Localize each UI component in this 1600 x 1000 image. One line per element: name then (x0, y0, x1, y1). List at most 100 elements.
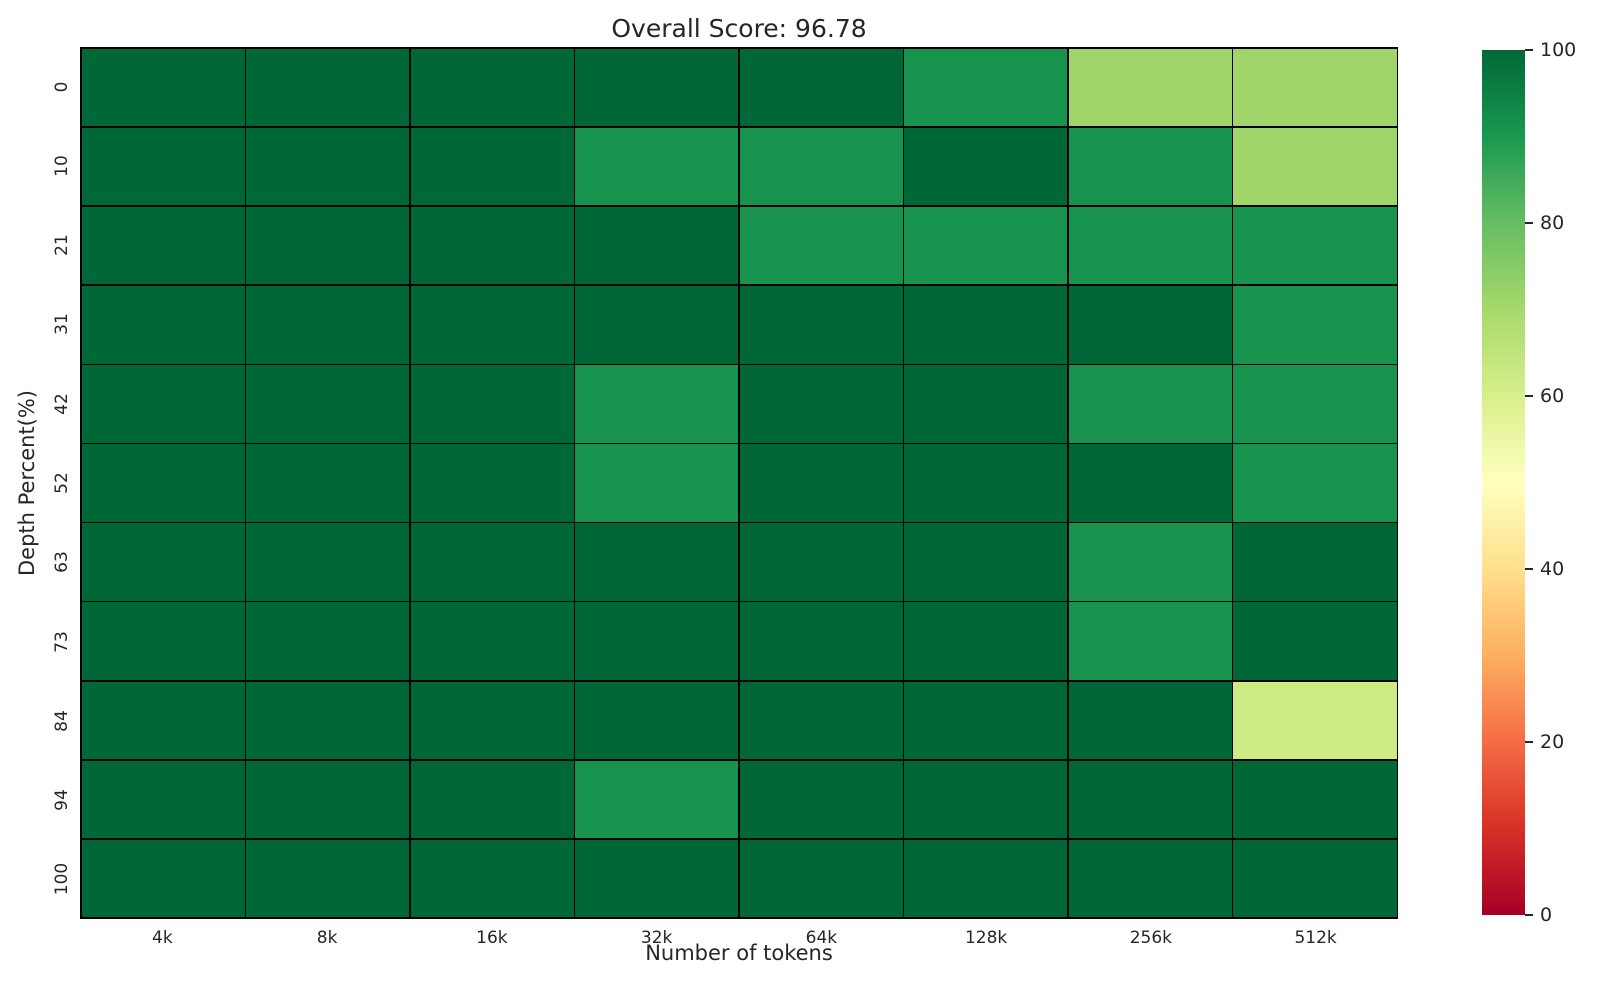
heatmap-cell (1233, 365, 1397, 443)
heatmap-cell (246, 365, 410, 443)
heatmap-cell (1068, 602, 1232, 681)
y-tick-label: 21 (52, 234, 72, 256)
heatmap-cell (1233, 48, 1397, 127)
heatmap-cell (246, 681, 410, 760)
y-tick-label: 94 (52, 789, 72, 811)
heatmap-cell (904, 523, 1068, 601)
heatmap-cell (904, 365, 1068, 443)
colorbar-tick-mark (1525, 741, 1533, 743)
heatmap-cell (575, 365, 739, 443)
heatmap-cell (1233, 127, 1397, 206)
heatmap-cell (575, 760, 739, 839)
chart-title: Overall Score: 96.78 (611, 14, 867, 43)
x-tick-label: 32k (640, 928, 673, 948)
heatmap-cell (575, 681, 739, 760)
heatmap-cell (410, 760, 574, 839)
heatmap-cell (246, 127, 410, 206)
heatmap-cell (246, 444, 410, 522)
heatmap-cell (410, 48, 574, 127)
colorbar-tick-mark (1525, 222, 1533, 224)
heatmap-cell (904, 602, 1068, 681)
heatmap-cell (81, 206, 245, 285)
y-tick-label: 100 (52, 863, 72, 896)
heatmap-cell (1068, 206, 1232, 285)
heatmap-cell (81, 444, 245, 522)
heatmap-cell (739, 760, 903, 839)
colorbar-tick-label: 60 (1540, 385, 1565, 407)
heatmap-cell (739, 444, 903, 522)
heatmap-cell (410, 444, 574, 522)
heatmap-cell (410, 681, 574, 760)
heatmap-plot (80, 47, 1398, 919)
x-tick-label: 512k (1294, 928, 1337, 948)
heatmap-cell (410, 206, 574, 285)
heatmap-cell (246, 206, 410, 285)
heatmap-cell (739, 48, 903, 127)
colorbar-tick-label: 20 (1540, 731, 1565, 753)
heatmap-cell (1068, 681, 1232, 760)
heatmap-cell (739, 681, 903, 760)
heatmap-cell (1233, 523, 1397, 601)
heatmap-cell (81, 127, 245, 206)
x-tick-label: 128k (964, 928, 1008, 948)
heatmap-cell (1233, 444, 1397, 522)
colorbar-tick-label: 100 (1540, 39, 1577, 61)
heatmap-cell (904, 127, 1068, 206)
heatmap-cell (739, 206, 903, 285)
heatmap-cell (1068, 365, 1232, 443)
heatmap-cell (739, 285, 903, 364)
heatmap-cell (1233, 602, 1397, 681)
heatmap-cell (575, 285, 739, 364)
heatmap-cell (1233, 760, 1397, 839)
heatmap-cell (246, 839, 410, 918)
heatmap-cell (81, 760, 245, 839)
heatmap-cell (81, 839, 245, 918)
x-tick-label: 8k (316, 928, 338, 948)
heatmap-cell (1068, 523, 1232, 601)
heatmap-cell (575, 444, 739, 522)
heatmap-cell (904, 48, 1068, 127)
x-axis-label: Number of tokens (645, 941, 833, 965)
y-tick-label: 52 (52, 472, 72, 494)
heatmap-cell (575, 523, 739, 601)
colorbar-tick-label: 0 (1540, 904, 1553, 926)
heatmap-cell (1068, 444, 1232, 522)
heatmap-cell (739, 127, 903, 206)
heatmap-cell (739, 602, 903, 681)
heatmap-cell (246, 760, 410, 839)
y-tick-label: 63 (52, 551, 72, 574)
x-tick-label: 256k (1129, 928, 1173, 948)
x-tick-label: 16k (476, 928, 508, 948)
heatmap-cell (904, 444, 1068, 522)
heatmap-cell (410, 839, 574, 918)
heatmap-cell (410, 365, 574, 443)
heatmap-cell (1068, 48, 1232, 127)
heatmap-cell (246, 48, 410, 127)
heatmap-cell (739, 839, 903, 918)
heatmap-cell (575, 127, 739, 206)
heatmap-cell (1068, 760, 1232, 839)
colorbar-tick-label: 80 (1540, 212, 1565, 234)
heatmap-cell (246, 602, 410, 681)
y-tick-label: 10 (52, 155, 72, 177)
heatmap-cell (81, 602, 245, 681)
heatmap-cell (1233, 285, 1397, 364)
heatmap-cell (246, 285, 410, 364)
heatmap-cell (81, 48, 245, 127)
heatmap-cell (575, 602, 739, 681)
heatmap-cell (575, 206, 739, 285)
heatmap-cell (904, 839, 1068, 918)
heatmap-cell (575, 839, 739, 918)
heatmap-cell (81, 365, 245, 443)
colorbar-tick-mark (1525, 49, 1533, 51)
heatmap-cell (904, 681, 1068, 760)
x-tick-label: 64k (805, 928, 838, 948)
y-tick-label: 31 (52, 313, 72, 336)
heatmap-cell (410, 127, 574, 206)
heatmap-cell (81, 681, 245, 760)
heatmap-cell (904, 285, 1068, 364)
heatmap-cell (904, 206, 1068, 285)
heatmap-cell (739, 523, 903, 601)
colorbar-tick-mark (1525, 568, 1533, 570)
y-axis-label: Depth Percent(%) (15, 390, 39, 576)
